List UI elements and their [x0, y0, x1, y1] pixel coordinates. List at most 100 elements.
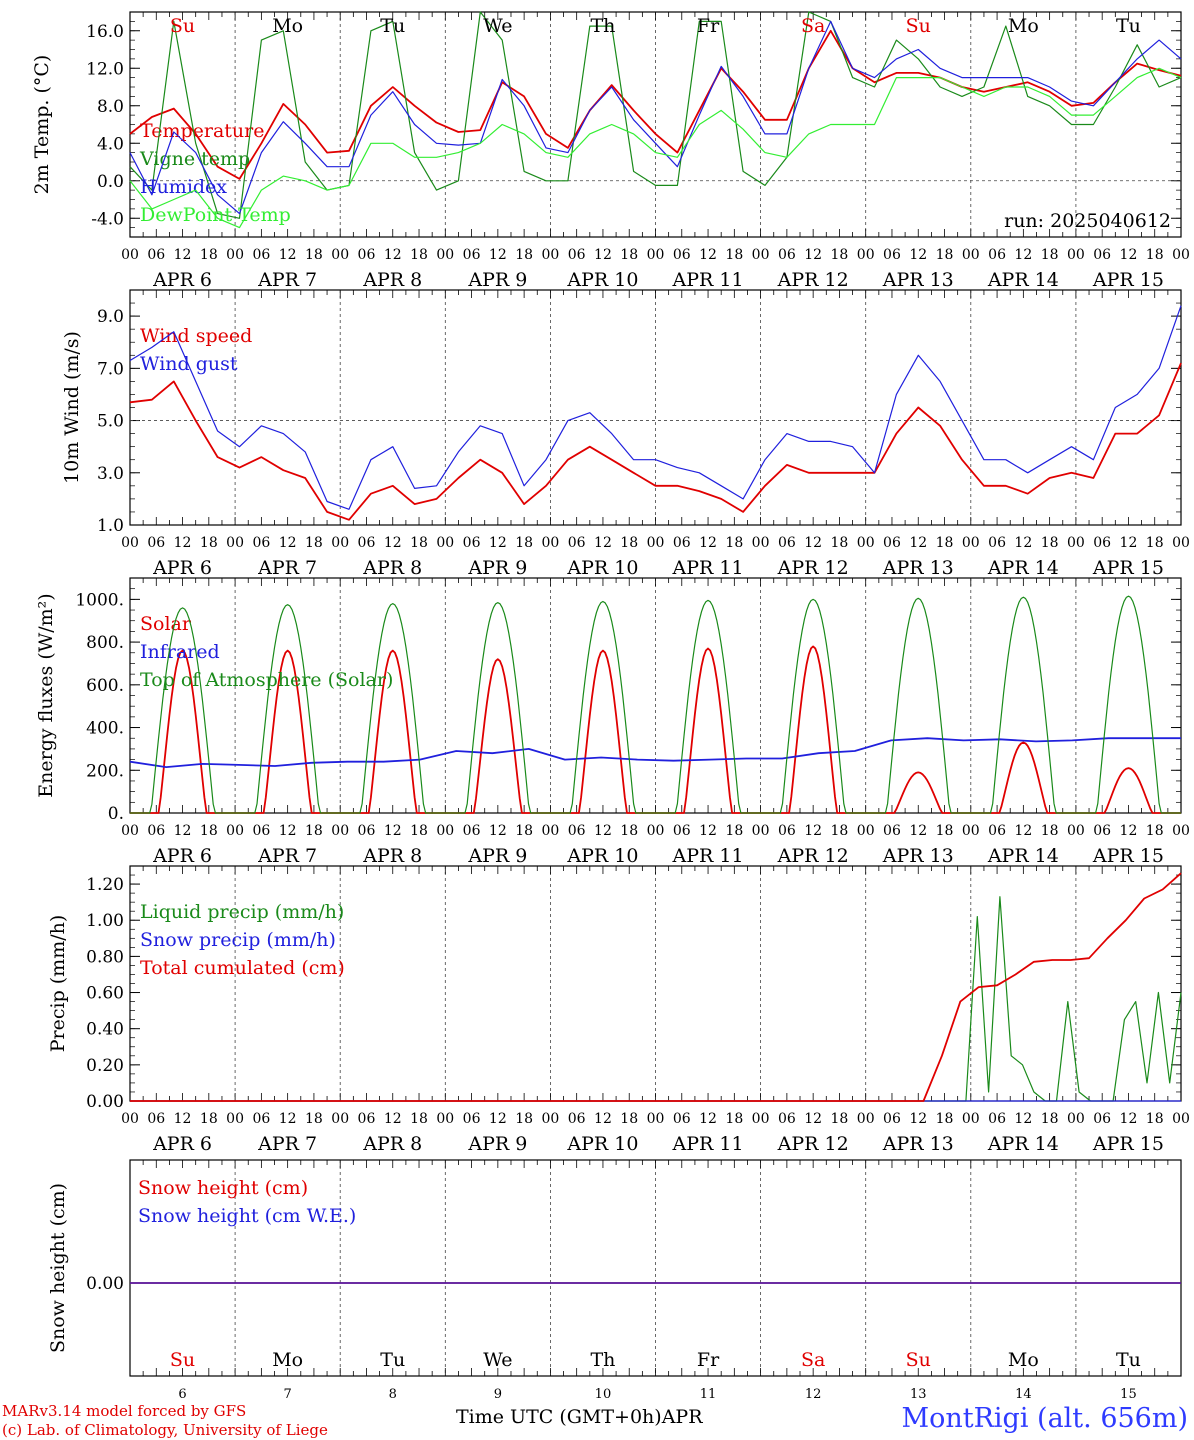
hour-tick-label: 18	[1146, 1111, 1164, 1127]
hour-tick-label: 12	[1120, 1111, 1138, 1127]
hour-tick-label: 12	[1014, 823, 1032, 839]
station-title: MontRigi (alt. 656m)	[901, 1403, 1188, 1434]
panel-wind: 9.0 7.0 5.0 3.0 1.0 10m Wind (m/s) Wind speed W…	[61, 289, 1190, 579]
hour-tick-label: 18	[831, 1111, 849, 1127]
day-of-week-label: Su	[906, 1349, 931, 1371]
series-line-wind-speed	[129, 362, 1182, 521]
hour-tick-label: 00	[1172, 1111, 1190, 1127]
hour-tick-label: 06	[568, 247, 586, 263]
hour-tick-label: 18	[936, 247, 954, 263]
hour-tick-label: 00	[1172, 247, 1190, 263]
hour-tick-label: 06	[988, 1111, 1006, 1127]
hour-tick-label: 18	[200, 535, 218, 551]
legend-entry: Snow height (cm W.E.)	[138, 1205, 356, 1227]
y-tick-label: 1.00	[86, 911, 124, 931]
y-tick-label: 4.0	[97, 134, 124, 154]
hour-tick-label: 18	[725, 247, 743, 263]
hour-tick-label: 06	[778, 247, 796, 263]
hour-tick-label: 18	[725, 535, 743, 551]
hour-tick-label: 06	[568, 823, 586, 839]
legend-entry: Infrared	[140, 641, 220, 663]
y-tick-label: 5.0	[97, 412, 124, 432]
day-of-week-label: Su	[906, 15, 931, 37]
hour-tick-label: 00	[962, 247, 980, 263]
hour-tick-label: 00	[1067, 535, 1085, 551]
hour-tick-label: 18	[410, 823, 428, 839]
legend-entry: Total cumulated (cm)	[140, 957, 345, 979]
series-line-dewpoint-temp	[129, 67, 1182, 229]
hour-tick-label: 18	[410, 535, 428, 551]
hour-tick-label: 12	[1120, 247, 1138, 263]
y-tick-label: 1.20	[86, 875, 124, 895]
hour-tick-label: 12	[594, 535, 612, 551]
date-label: APR 14	[987, 557, 1059, 579]
date-label: APR 6	[152, 269, 212, 291]
day-of-week-label: Sa	[801, 15, 825, 37]
date-label: APR 12	[777, 269, 849, 291]
hour-tick-label: 18	[305, 823, 323, 839]
day-of-week-label: Fr	[697, 1349, 720, 1371]
y-tick-label: 0.00	[86, 1274, 124, 1294]
hour-tick-label: 12	[1014, 1111, 1032, 1127]
hour-tick-label: 06	[147, 535, 165, 551]
hour-tick-label: 06	[1093, 535, 1111, 551]
y-axis-label: 2m Temp. (°C)	[31, 55, 53, 195]
day-of-week-label: Fr	[697, 15, 720, 37]
hour-tick-label: 00	[857, 535, 875, 551]
hour-tick-label: 12	[594, 823, 612, 839]
time-axis-label: Time UTC (GMT+0h)APR	[456, 1406, 703, 1428]
hour-tick-label: 18	[725, 1111, 743, 1127]
y-axis-label: Energy fluxes (W/m²)	[35, 593, 57, 797]
date-label: APR 9	[467, 269, 527, 291]
hour-tick-label: 18	[620, 247, 638, 263]
hour-tick-label: 06	[568, 535, 586, 551]
y-tick-label: 3.0	[97, 464, 124, 484]
hour-tick-label: 18	[200, 1111, 218, 1127]
hour-tick-label: 06	[463, 247, 481, 263]
hour-tick-label: 18	[1041, 247, 1059, 263]
series-line-total-cumulated-cm-	[130, 872, 1182, 1102]
legend-entry: DewPoint Temp	[140, 204, 291, 226]
hour-tick-label: 18	[936, 1111, 954, 1127]
hour-tick-label: 06	[988, 247, 1006, 263]
hour-tick-label: 06	[883, 535, 901, 551]
panel-energy: 1000. 800. 600. 400. 200. 0. Energy fluxes (W/…	[35, 577, 1190, 867]
y-tick-label: 1.0	[97, 516, 124, 536]
day-number-label: 12	[805, 1387, 822, 1402]
hour-tick-label: 18	[620, 823, 638, 839]
date-label: APR 9	[467, 1133, 527, 1155]
hour-tick-label: 12	[699, 823, 717, 839]
month-label: APR	[661, 1406, 703, 1428]
day-number-label: 8	[389, 1387, 397, 1402]
date-label: APR 8	[362, 269, 422, 291]
hour-tick-label: 06	[358, 1111, 376, 1127]
day-number-label: 15	[1120, 1387, 1137, 1402]
day-of-week-label: Th	[590, 1349, 615, 1371]
date-label: APR 7	[257, 557, 317, 579]
hour-tick-label: 12	[909, 823, 927, 839]
hour-tick-label: 18	[1146, 247, 1164, 263]
hour-tick-label: 18	[305, 535, 323, 551]
y-tick-label: -4.0	[91, 209, 124, 229]
hour-tick-label: 12	[489, 823, 507, 839]
date-label: APR 9	[467, 557, 527, 579]
hour-tick-label: 00	[121, 247, 139, 263]
hour-tick-label: 06	[883, 247, 901, 263]
hour-tick-label: 06	[778, 1111, 796, 1127]
hour-tick-label: 00	[647, 1111, 665, 1127]
hour-tick-label: 00	[752, 1111, 770, 1127]
day-of-week-label: Sa	[801, 1349, 825, 1371]
hour-tick-label: 12	[1120, 823, 1138, 839]
hour-tick-label: 00	[541, 247, 559, 263]
hour-tick-label: 18	[1146, 823, 1164, 839]
day-of-week-label: Mo	[272, 1349, 303, 1371]
date-label: APR 6	[152, 1133, 212, 1155]
hour-tick-label: 12	[804, 535, 822, 551]
day-of-week-label: We	[483, 15, 512, 37]
hour-tick-label: 06	[358, 823, 376, 839]
y-tick-label: 200.	[86, 761, 124, 781]
y-tick-label: 9.0	[97, 307, 124, 327]
y-tick-label: 0.	[108, 804, 124, 824]
hour-tick-label: 18	[200, 247, 218, 263]
